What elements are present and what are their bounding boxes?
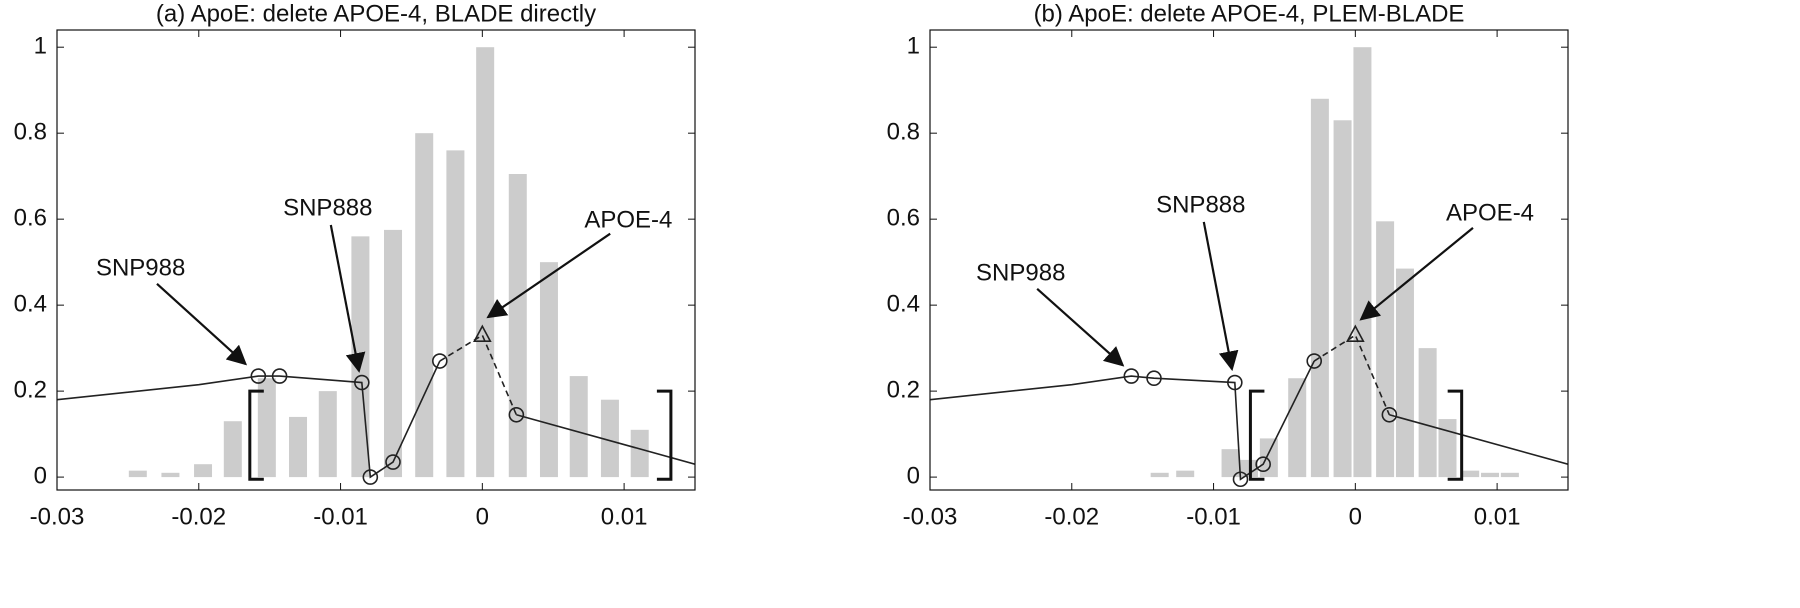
point-marker (362, 469, 379, 485)
y-tick-label: 0.8 (887, 119, 920, 146)
bar (569, 376, 588, 478)
annotation-arrow (1202, 221, 1239, 372)
point-marker (1306, 353, 1323, 369)
curve-line (930, 360, 1315, 481)
curve-line (516, 413, 695, 465)
bar (1438, 419, 1457, 478)
bar (630, 429, 649, 478)
annotation-label: SNP888 (1156, 192, 1245, 219)
x-tick-label: 0.01 (1474, 503, 1521, 530)
annotation-label: SNP988 (976, 260, 1065, 287)
bar (446, 150, 465, 478)
x-tick-label: -0.02 (1044, 503, 1099, 530)
bar (1500, 472, 1519, 478)
bar (194, 464, 213, 478)
y-tick-label: 0.4 (887, 290, 920, 317)
bar (1310, 98, 1329, 478)
x-tick-label: -0.01 (1186, 503, 1241, 530)
y-tick-label: 1 (907, 33, 920, 60)
y-tick-label: 0 (907, 462, 920, 489)
point-marker (1146, 370, 1162, 387)
y-tick-label: 0.4 (14, 290, 47, 317)
x-tick-label: -0.03 (903, 503, 958, 530)
annotation-arrow (156, 282, 248, 366)
curve-line (57, 360, 441, 479)
bracket (1447, 389, 1464, 481)
annotation-arrow (1036, 288, 1125, 367)
bar (1176, 470, 1195, 478)
bar (1221, 449, 1240, 478)
highlight-marker (1345, 324, 1365, 343)
bar (161, 472, 180, 478)
y-tick-label: 1 (34, 33, 47, 60)
highlight-marker (472, 324, 492, 343)
bracket (1248, 389, 1265, 481)
bar (1333, 120, 1352, 478)
bar (1353, 47, 1372, 478)
point-marker (354, 374, 370, 391)
x-tick-label: 0 (476, 503, 489, 530)
annotation-arrow (486, 232, 611, 319)
annotation-label: SNP888 (283, 195, 372, 222)
y-tick-label: 0.8 (14, 119, 47, 146)
x-tick-label: 0.01 (601, 503, 648, 530)
y-tick-label: 0.2 (14, 376, 47, 403)
bar (257, 378, 276, 478)
bar (1461, 470, 1480, 478)
bar (1395, 268, 1414, 478)
point-marker (385, 454, 401, 470)
bar (600, 399, 619, 478)
point-marker (1232, 471, 1249, 488)
axes-frame (56, 29, 696, 491)
y-tick-label: 0.6 (887, 205, 920, 232)
annotation-label: APOE-4 (1446, 199, 1534, 226)
bar (1376, 221, 1395, 478)
bar (289, 416, 308, 478)
annotation-arrow (329, 224, 366, 373)
x-tick-label: -0.01 (313, 503, 368, 530)
bar (1259, 438, 1278, 478)
x-tick-label: 0 (1349, 503, 1362, 530)
bracket (248, 389, 264, 481)
bar (508, 174, 527, 478)
point-marker (250, 368, 267, 384)
bar (318, 391, 337, 478)
chart-title: (a) ApoE: delete APOE-4, BLADE directly (156, 0, 596, 27)
chart-title: (b) ApoE: delete APOE-4, PLEM-BLADE (1034, 0, 1465, 27)
bar (1481, 472, 1500, 478)
axes-frame (929, 29, 1569, 491)
point-marker (271, 368, 288, 384)
point-marker (1227, 374, 1243, 391)
annotation-arrow (1359, 227, 1474, 321)
bar (539, 262, 558, 478)
bracket (656, 389, 673, 481)
y-tick-label: 0.2 (887, 376, 920, 403)
annotation-label: APOE-4 (584, 207, 672, 234)
bar (223, 421, 242, 478)
bar (384, 229, 403, 478)
x-tick-label: -0.02 (171, 503, 226, 530)
x-tick-label: -0.03 (30, 503, 85, 530)
point-marker (1381, 406, 1398, 423)
y-tick-label: 0.6 (14, 205, 47, 232)
bar (1418, 348, 1437, 478)
plot-area (930, 30, 1568, 490)
point-marker (431, 353, 448, 369)
bar (415, 133, 434, 478)
y-tick-label: 0 (34, 462, 47, 489)
plot-background (57, 30, 695, 490)
point-marker (1255, 456, 1271, 473)
bar (1150, 472, 1169, 478)
point-marker (508, 406, 525, 423)
bar (128, 470, 147, 478)
point-marker (1123, 368, 1140, 384)
bar (1288, 378, 1307, 478)
plot-area (57, 30, 695, 490)
annotation-label: SNP988 (96, 254, 185, 281)
bar (476, 47, 495, 478)
curve-line (1389, 413, 1568, 465)
